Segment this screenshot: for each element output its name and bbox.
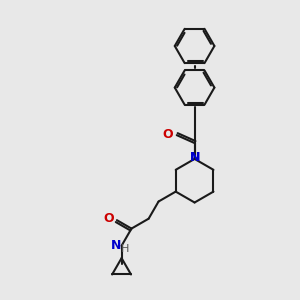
Text: N: N: [110, 239, 121, 252]
Text: O: O: [104, 212, 114, 225]
Text: H: H: [121, 244, 130, 254]
Text: O: O: [163, 128, 173, 141]
Text: N: N: [189, 152, 200, 164]
Text: N: N: [189, 152, 200, 164]
